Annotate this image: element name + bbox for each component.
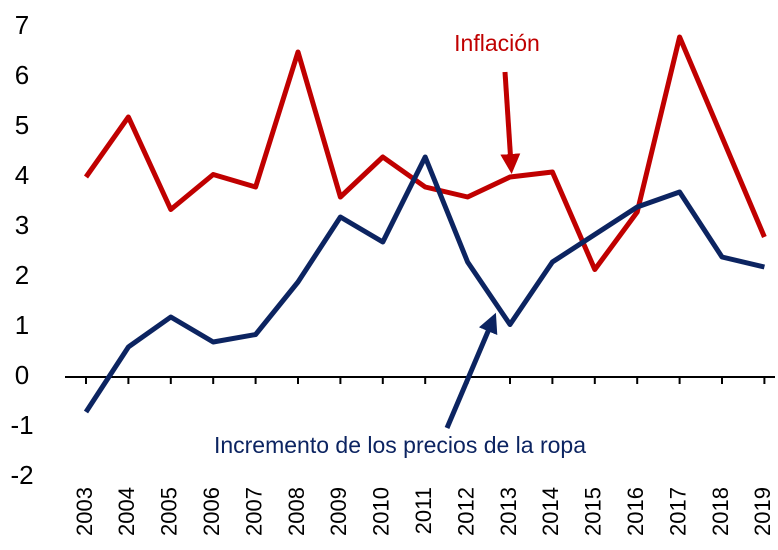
x-tick-label: 2016 (623, 487, 648, 536)
y-tick-label: 5 (15, 110, 29, 140)
y-tick-label: 3 (15, 210, 29, 240)
y-tick-label: 7 (15, 10, 29, 40)
series-line (83, 34, 767, 272)
annotation: Inflación (454, 30, 540, 56)
x-tick-label: 2014 (538, 487, 563, 536)
annotation: Incremento de los precios de la ropa (214, 432, 586, 458)
x-tick-label: 2005 (157, 487, 182, 536)
x-tick-label: 2017 (665, 487, 690, 536)
x-tick-label: 2019 (750, 487, 775, 536)
x-tick-label: 2004 (114, 487, 139, 536)
x-tick-label: 2013 (496, 487, 521, 536)
x-tick-label: 2007 (241, 487, 266, 536)
x-tick-label: 2003 (72, 487, 97, 536)
annotation-arrow (500, 71, 521, 174)
y-tick-label: 6 (15, 60, 29, 90)
y-tick-label: -1 (10, 410, 33, 440)
x-tick-label: 2006 (199, 487, 224, 536)
x-tick-label: 2011 (411, 487, 436, 534)
y-tick-label: 4 (15, 160, 29, 190)
y-tick-label: 0 (15, 360, 29, 390)
y-tick-label: 2 (15, 260, 29, 290)
y-tick-label: 1 (15, 310, 29, 340)
x-tick-label: 2010 (369, 487, 394, 536)
x-tick-label: 2009 (326, 487, 351, 536)
x-tick-label: 2015 (581, 487, 606, 536)
y-tick-label: -2 (10, 460, 33, 490)
x-tick-label: 2018 (708, 487, 733, 536)
x-tick-label: 2008 (284, 487, 309, 536)
annotation-arrow (444, 312, 498, 429)
series-line (83, 154, 765, 414)
x-tick-label: 2012 (453, 487, 478, 536)
